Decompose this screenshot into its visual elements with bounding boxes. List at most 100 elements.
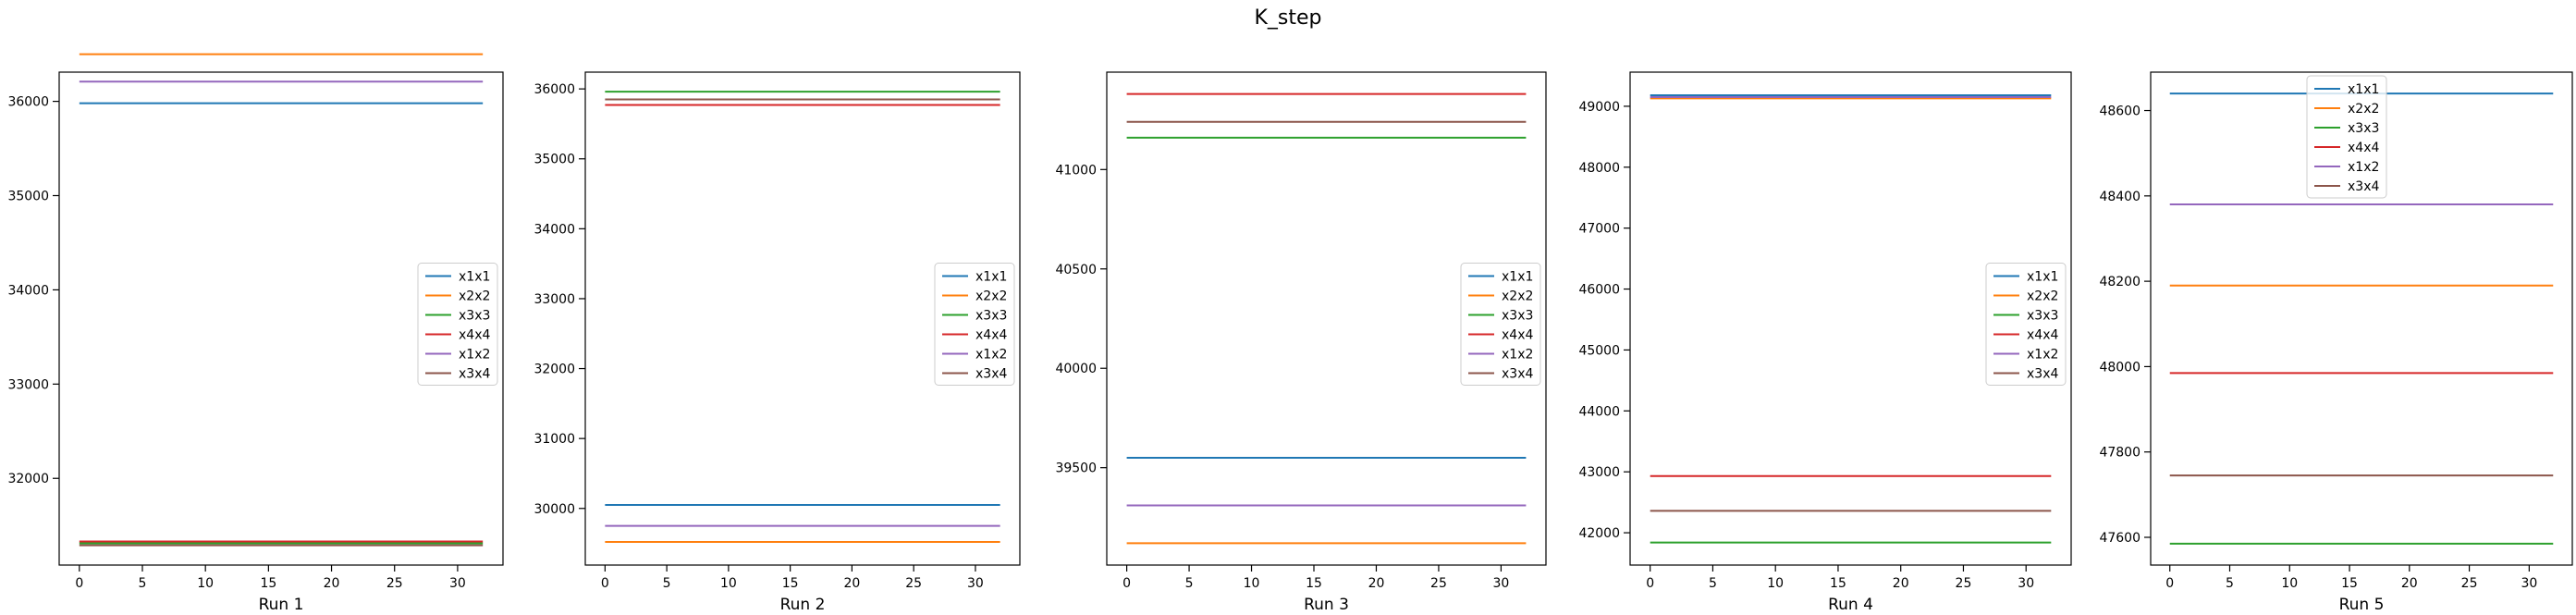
x-tick-label: 10: [197, 576, 214, 591]
x-tick-label: 5: [663, 576, 671, 591]
legend-label-x3x4: x3x4: [975, 367, 1007, 382]
axes-frame: [1629, 71, 2072, 566]
legend-label-x1x2: x1x2: [2348, 160, 2379, 175]
y-tick-label: 45000: [1578, 343, 1620, 358]
y-tick-label: 36000: [7, 95, 49, 110]
y-tick-label: 39500: [1055, 461, 1097, 476]
legend-label-x3x4: x3x4: [2348, 179, 2379, 194]
legend-label-x3x4: x3x4: [459, 367, 490, 382]
x-tick-label: 25: [1956, 576, 1972, 591]
x-tick-label: 30: [967, 576, 984, 591]
legend: x1x1 x2x2 x3x3 x4x4 x1x2 x3x4: [2306, 75, 2387, 199]
legend-label-x3x3: x3x3: [459, 309, 490, 324]
legend-label-x2x2: x2x2: [1502, 289, 1533, 304]
x-tick-label: 0: [1646, 576, 1654, 591]
x-axis-label: Run 4: [1828, 596, 1873, 614]
y-tick-label: 30000: [534, 502, 575, 517]
legend-label-x1x1: x1x1: [1502, 270, 1533, 285]
y-tick-label: 48600: [2099, 105, 2141, 119]
y-tick-label: 35000: [7, 190, 49, 204]
subplot-2: 0 5 10 15 20 25 30 30000 31000 32000 33000 34000 350…: [534, 71, 1021, 614]
y-tick-label: 48000: [2099, 360, 2141, 375]
x-tick-label: 5: [2226, 576, 2234, 591]
subplot-5: 0 5 10 15 20 25 30 47600 47800 48000 48200 48400 486…: [2099, 71, 2573, 614]
y-tick-label: 47000: [1578, 222, 1620, 237]
y-tick-label: 32000: [7, 472, 49, 486]
x-tick-label: 0: [75, 576, 83, 591]
x-axis-label: Run 5: [2339, 596, 2385, 614]
x-tick-label: 25: [905, 576, 922, 591]
y-tick-label: 40500: [1055, 263, 1097, 277]
y-tick-label: 33000: [7, 377, 49, 392]
y-tick-label: 43000: [1578, 465, 1620, 480]
x-tick-label: 5: [139, 576, 147, 591]
legend-label-x2x2: x2x2: [2348, 102, 2379, 117]
subplot-4: 0 5 10 15 20 25 30 42000 43000 44000 45000 46000 470…: [1578, 71, 2072, 614]
axes-frame: [2150, 71, 2573, 566]
y-tick-label: 40000: [1055, 362, 1097, 376]
legend-label-x2x2: x2x2: [2027, 289, 2058, 304]
x-tick-label: 15: [2341, 576, 2358, 591]
x-tick-label: 10: [1244, 576, 1260, 591]
legend-label-x3x4: x3x4: [2027, 367, 2058, 382]
x-tick-label: 20: [843, 576, 860, 591]
x-tick-label: 30: [2018, 576, 2034, 591]
legend-label-x3x3: x3x3: [975, 309, 1007, 324]
x-tick-label: 20: [1368, 576, 1385, 591]
y-tick-label: 42000: [1578, 526, 1620, 541]
legend-label-x1x2: x1x2: [2027, 348, 2058, 363]
axes-frame: [58, 71, 504, 566]
x-tick-label: 20: [1893, 576, 1909, 591]
x-tick-label: 0: [1122, 576, 1131, 591]
legend-label-x4x4: x4x4: [975, 328, 1007, 343]
legend-label-x3x3: x3x3: [2027, 309, 2058, 324]
legend: x1x1 x2x2 x3x3 x4x4 x1x2 x3x4: [934, 263, 1015, 386]
x-tick-label: 15: [1830, 576, 1846, 591]
legend: x1x1 x2x2 x3x3 x4x4 x1x2 x3x4: [1460, 263, 1541, 386]
axes-frame: [1106, 71, 1547, 566]
legend-label-x4x4: x4x4: [1502, 328, 1533, 343]
legend-label-x4x4: x4x4: [2027, 328, 2058, 343]
subplot-1: 0 5 10 15 20 25 30 32000 33000 34000 35000 36000 Run…: [7, 53, 504, 614]
legend-label-x1x1: x1x1: [2027, 270, 2058, 285]
y-tick-label: 46000: [1578, 283, 1620, 298]
legend-label-x3x3: x3x3: [1502, 309, 1533, 324]
subplot-3: 0 5 10 15 20 25 30 39500 40000 40500 41000 Run 3 x1x…: [1055, 71, 1547, 614]
x-tick-label: 5: [1709, 576, 1717, 591]
legend-label-x4x4: x4x4: [2348, 141, 2379, 155]
x-axis-label: Run 3: [1304, 596, 1349, 614]
x-axis-label: Run 1: [259, 596, 304, 614]
legend-label-x3x4: x3x4: [1502, 367, 1533, 382]
x-tick-label: 10: [1767, 576, 1784, 591]
y-tick-label: 47800: [2099, 446, 2141, 461]
y-tick-label: 36000: [534, 82, 575, 97]
x-tick-label: 20: [2401, 576, 2418, 591]
x-tick-label: 5: [1185, 576, 1194, 591]
x-tick-label: 10: [2281, 576, 2298, 591]
legend-label-x2x2: x2x2: [459, 289, 490, 304]
x-tick-label: 30: [2521, 576, 2537, 591]
x-tick-label: 25: [1430, 576, 1447, 591]
y-tick-label: 48400: [2099, 190, 2141, 204]
x-tick-label: 15: [260, 576, 276, 591]
y-tick-label: 31000: [534, 432, 575, 447]
legend-label-x1x1: x1x1: [975, 270, 1007, 285]
y-tick-label: 49000: [1578, 100, 1620, 115]
legend: x1x1 x2x2 x3x3 x4x4 x1x2 x3x4: [1985, 263, 2067, 386]
legend-label-x1x1: x1x1: [459, 270, 490, 285]
legend-label-x1x1: x1x1: [2348, 82, 2379, 97]
y-tick-label: 44000: [1578, 404, 1620, 419]
y-tick-label: 34000: [7, 283, 49, 298]
x-tick-label: 10: [720, 576, 737, 591]
legend-label-x1x2: x1x2: [975, 348, 1007, 363]
legend-label-x1x2: x1x2: [1502, 348, 1533, 363]
legend-label-x3x3: x3x3: [2348, 121, 2379, 136]
y-tick-label: 32000: [534, 363, 575, 377]
x-tick-label: 25: [2461, 576, 2478, 591]
x-tick-label: 0: [2165, 576, 2174, 591]
y-tick-label: 33000: [534, 292, 575, 307]
legend: x1x1 x2x2 x3x3 x4x4 x1x2 x3x4: [417, 263, 498, 386]
x-tick-label: 30: [449, 576, 466, 591]
y-tick-label: 48000: [1578, 161, 1620, 176]
